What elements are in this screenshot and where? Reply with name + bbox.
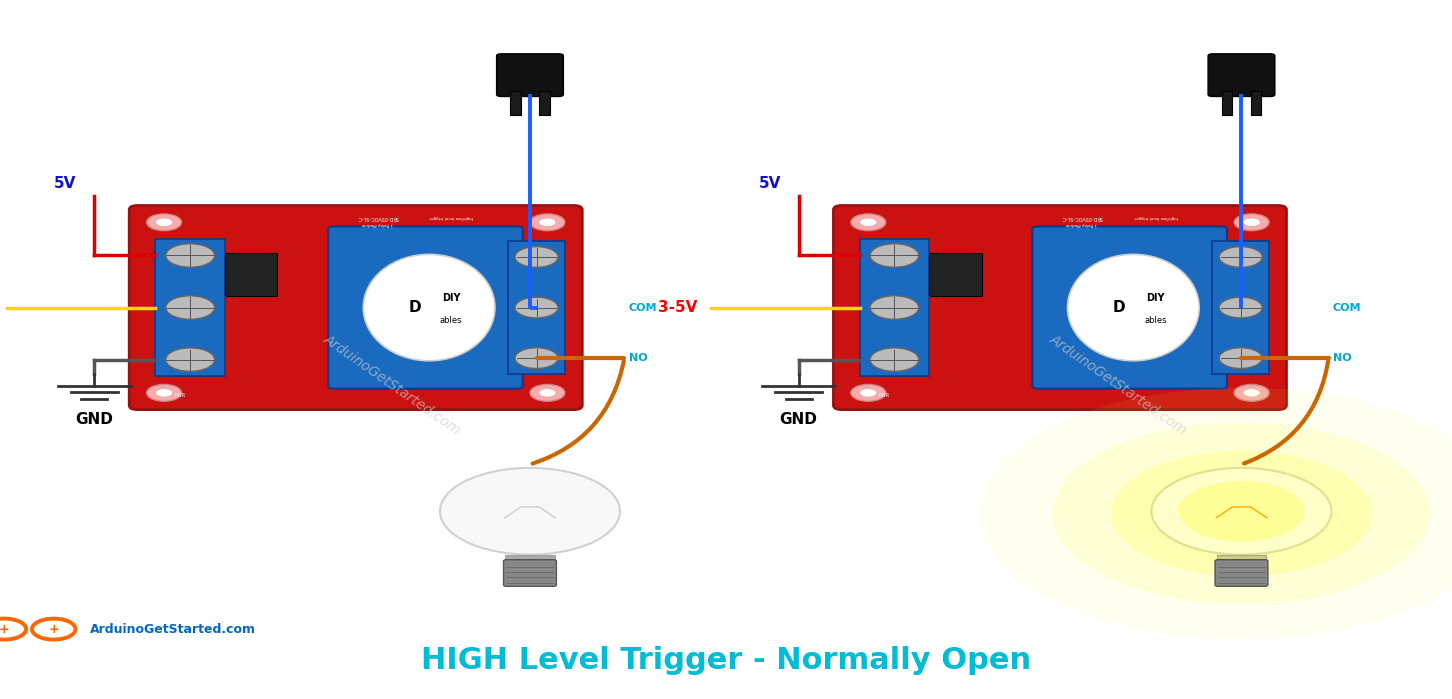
Text: GND: GND bbox=[780, 412, 817, 427]
Circle shape bbox=[539, 218, 556, 226]
FancyBboxPatch shape bbox=[1032, 226, 1227, 389]
Text: GND: GND bbox=[76, 412, 113, 427]
Circle shape bbox=[1151, 468, 1331, 554]
Bar bbox=[508, 241, 565, 374]
Circle shape bbox=[440, 468, 620, 554]
Circle shape bbox=[166, 296, 215, 319]
Circle shape bbox=[530, 214, 565, 231]
Text: COM: COM bbox=[629, 303, 658, 312]
Text: ables: ables bbox=[1144, 315, 1166, 324]
Circle shape bbox=[515, 348, 558, 368]
Bar bbox=[1223, 91, 1231, 115]
Text: ArduinoGetStarted.com: ArduinoGetStarted.com bbox=[1047, 332, 1189, 437]
Text: 5V: 5V bbox=[54, 176, 77, 192]
Text: SRD-05VDC-SL-C: SRD-05VDC-SL-C bbox=[357, 215, 398, 220]
Bar bbox=[929, 253, 982, 296]
Text: 1 Relay Module: 1 Relay Module bbox=[1066, 222, 1098, 226]
Ellipse shape bbox=[363, 254, 495, 361]
Text: D: D bbox=[1112, 300, 1125, 315]
Circle shape bbox=[1053, 422, 1430, 604]
Text: 5V: 5V bbox=[758, 176, 781, 192]
Text: D: D bbox=[408, 300, 421, 315]
Circle shape bbox=[1243, 218, 1260, 226]
FancyBboxPatch shape bbox=[833, 206, 1286, 410]
Circle shape bbox=[851, 214, 886, 231]
Circle shape bbox=[166, 244, 215, 267]
FancyBboxPatch shape bbox=[504, 560, 556, 586]
Circle shape bbox=[155, 389, 173, 397]
Circle shape bbox=[539, 389, 556, 397]
Circle shape bbox=[147, 384, 182, 401]
Text: PWR: PWR bbox=[174, 394, 186, 398]
Text: ArduinoGetStarted.com: ArduinoGetStarted.com bbox=[90, 623, 256, 635]
Circle shape bbox=[870, 296, 919, 319]
Text: high/low level trigger: high/low level trigger bbox=[430, 215, 473, 219]
Circle shape bbox=[1234, 384, 1269, 401]
Circle shape bbox=[870, 348, 919, 371]
Circle shape bbox=[1179, 481, 1304, 542]
FancyBboxPatch shape bbox=[1215, 560, 1268, 586]
Circle shape bbox=[860, 389, 877, 397]
Text: 1 Relay Module: 1 Relay Module bbox=[362, 222, 393, 226]
Text: PWR: PWR bbox=[878, 394, 890, 398]
Circle shape bbox=[860, 218, 877, 226]
Circle shape bbox=[1220, 348, 1262, 368]
FancyBboxPatch shape bbox=[497, 54, 563, 96]
Text: NO: NO bbox=[1333, 353, 1352, 363]
Bar bbox=[1252, 91, 1262, 115]
Circle shape bbox=[870, 244, 919, 267]
Circle shape bbox=[530, 384, 565, 401]
Circle shape bbox=[980, 387, 1452, 639]
Circle shape bbox=[1220, 297, 1262, 318]
Circle shape bbox=[1243, 389, 1260, 397]
FancyBboxPatch shape bbox=[328, 226, 523, 389]
Text: DIY: DIY bbox=[441, 293, 460, 303]
Text: NO: NO bbox=[629, 353, 648, 363]
FancyBboxPatch shape bbox=[129, 206, 582, 410]
Bar bbox=[155, 239, 225, 376]
Text: 3-5V: 3-5V bbox=[658, 300, 697, 315]
Circle shape bbox=[515, 247, 558, 267]
Bar bbox=[540, 91, 549, 115]
Circle shape bbox=[155, 218, 173, 226]
Circle shape bbox=[851, 384, 886, 401]
Bar bbox=[1217, 554, 1266, 561]
Text: +: + bbox=[48, 623, 60, 635]
Text: DIY: DIY bbox=[1146, 293, 1165, 303]
Text: high/low level trigger: high/low level trigger bbox=[1134, 215, 1178, 219]
Bar bbox=[505, 554, 555, 561]
Text: ables: ables bbox=[440, 315, 462, 324]
Circle shape bbox=[1234, 214, 1269, 231]
Circle shape bbox=[1111, 450, 1372, 576]
Text: COM: COM bbox=[1333, 303, 1362, 312]
Bar bbox=[511, 91, 521, 115]
Bar bbox=[225, 253, 277, 296]
Text: HIGH Level Trigger - Normally Open: HIGH Level Trigger - Normally Open bbox=[421, 646, 1031, 675]
Bar bbox=[860, 239, 929, 376]
Ellipse shape bbox=[1067, 254, 1199, 361]
Bar bbox=[1212, 241, 1269, 374]
Text: SRD-05VDC-SL-C: SRD-05VDC-SL-C bbox=[1061, 215, 1102, 220]
Circle shape bbox=[147, 214, 182, 231]
Circle shape bbox=[1220, 247, 1262, 267]
Text: +: + bbox=[0, 623, 10, 635]
FancyBboxPatch shape bbox=[1208, 54, 1275, 96]
Text: ArduinoGetStarted.com: ArduinoGetStarted.com bbox=[321, 332, 463, 437]
Circle shape bbox=[166, 348, 215, 371]
Circle shape bbox=[515, 297, 558, 318]
